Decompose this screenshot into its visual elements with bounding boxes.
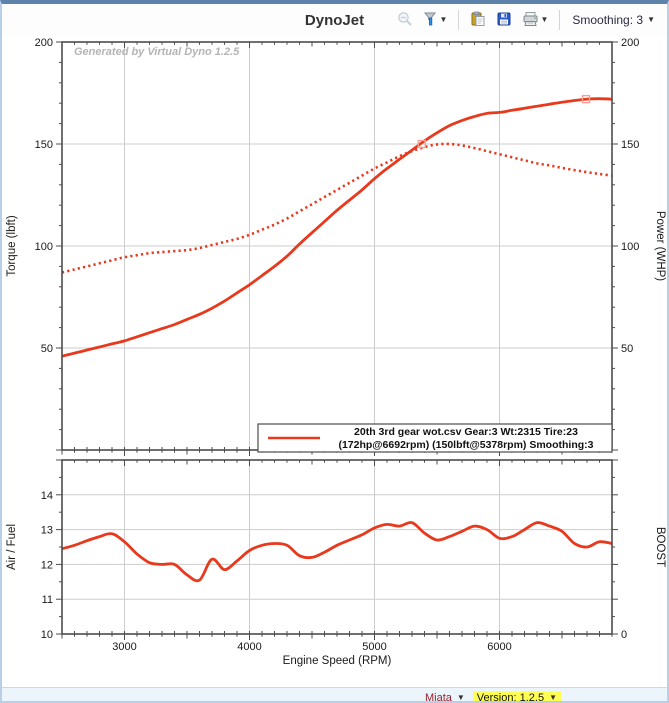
chart-title: DynoJet [304, 11, 365, 29]
save-button[interactable] [493, 8, 515, 33]
legend-text-line1: 20th 3rd gear wot.csv Gear:3 Wt:2315 Tir… [354, 426, 578, 438]
watermark-text: Generated by Virtual Dyno 1.2.5 [74, 46, 240, 58]
svg-text:200: 200 [621, 37, 639, 49]
smoothing-label: Smoothing: 3 [572, 13, 644, 27]
torque-axis-label: Torque (lbft) [6, 215, 18, 277]
svg-text:10: 10 [41, 629, 53, 641]
engine-speed-axis-label: Engine Speed (RPM) [283, 655, 392, 667]
version-caret: ▼ [549, 692, 557, 702]
vehicle-dropdown[interactable]: Miata ▼ [424, 691, 465, 703]
svg-text:150: 150 [35, 139, 53, 151]
vehicle-name: Miata [424, 691, 452, 703]
svg-text:100: 100 [35, 241, 53, 253]
svg-text:11: 11 [42, 594, 53, 606]
toolbar: DynoJet ▼ [2, 4, 667, 36]
filter-dropdown-caret: ▼ [439, 15, 448, 24]
status-bar: Miata ▼ Version: 1.2.5 ▼ [2, 687, 667, 703]
vehicle-caret: ▼ [456, 692, 465, 702]
toolbar-separator [559, 10, 561, 30]
legend-text-line2: (172hp@6692rpm) (150lbft@5378rpm) Smooth… [338, 439, 593, 451]
filter-button[interactable]: ▼ [420, 8, 451, 33]
svg-text:6000: 6000 [487, 641, 511, 653]
svg-text:13: 13 [41, 525, 53, 537]
toolbar-buttons: ▼ [394, 8, 667, 33]
chart-area: 50 50 100 100 150 150 200 200 10 11 12 13 14 0 3000 400… [2, 36, 667, 687]
paste-icon [470, 11, 486, 30]
paste-button[interactable] [467, 8, 489, 33]
svg-text:4000: 4000 [237, 641, 261, 653]
svg-text:0: 0 [621, 629, 627, 641]
print-dropdown-caret: ▼ [540, 15, 549, 24]
svg-text:5000: 5000 [362, 641, 386, 653]
print-icon [522, 11, 539, 30]
smoothing-dropdown[interactable]: Smoothing: 3 ▼ [568, 11, 659, 29]
zoom-out-icon [397, 11, 413, 30]
filter-icon [423, 11, 439, 30]
svg-text:100: 100 [621, 241, 639, 253]
svg-text:50: 50 [41, 343, 53, 355]
svg-text:14: 14 [41, 490, 53, 502]
version-label: Version: 1.2.5 [476, 691, 545, 703]
power-axis-label: Power (WHP) [654, 211, 666, 281]
airfuel-axis-label: Air / Fuel [6, 524, 18, 570]
svg-text:200: 200 [35, 37, 53, 49]
svg-text:50: 50 [621, 343, 633, 355]
svg-text:12: 12 [41, 559, 53, 571]
boost-axis-label: BOOST [654, 527, 666, 567]
smoothing-caret: ▼ [647, 15, 655, 24]
legend-box: 20th 3rd gear wot.csv Gear:3 Wt:2315 Tir… [257, 423, 613, 453]
svg-text:3000: 3000 [112, 641, 136, 653]
save-icon [496, 11, 512, 30]
svg-text:150: 150 [621, 139, 639, 151]
zoom-out-button[interactable] [394, 8, 416, 33]
dyno-chart-svg: 50 50 100 100 150 150 200 200 10 11 12 13 14 0 3000 400… [6, 37, 666, 667]
print-button[interactable]: ▼ [519, 8, 551, 33]
version-dropdown[interactable]: Version: 1.2.5 ▼ [472, 690, 561, 703]
toolbar-separator [458, 10, 460, 30]
